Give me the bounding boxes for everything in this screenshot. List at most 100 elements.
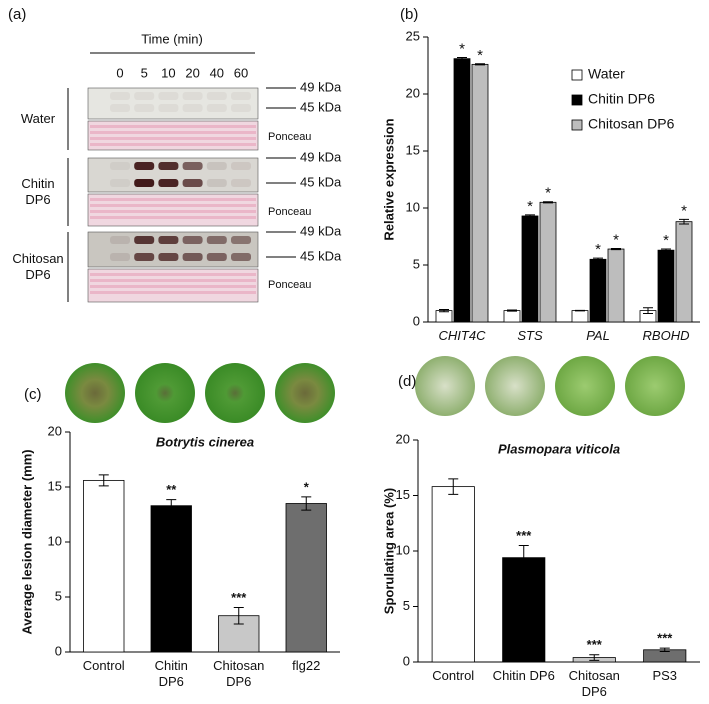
- time-label: 5: [141, 65, 148, 80]
- protein-band: [158, 92, 179, 100]
- ponceau-band: [90, 291, 256, 294]
- protein-band: [134, 92, 155, 100]
- protein-band: [134, 253, 155, 261]
- protein-band: [110, 104, 130, 112]
- legend-label: Chitosan DP6: [588, 116, 675, 132]
- error-bar: [543, 201, 553, 204]
- y-axis-label: Sporulating area (%): [381, 488, 396, 614]
- band-size-label: 49 kDa: [300, 223, 342, 238]
- protein-band: [206, 104, 227, 112]
- x-tick-label: RBOHD: [642, 328, 690, 343]
- y-tick-label: 10: [406, 199, 420, 214]
- y-tick-label: 0: [403, 653, 410, 668]
- bar: [675, 221, 693, 323]
- bar: [521, 215, 539, 323]
- time-label: 60: [234, 65, 248, 80]
- ponceau-band: [90, 143, 256, 146]
- protein-band: [231, 162, 251, 170]
- x-tick-label: STS: [517, 328, 543, 343]
- error-bar: [448, 478, 459, 495]
- leaf-image: [415, 356, 475, 416]
- significance: *: [595, 241, 601, 258]
- error-bar: [475, 63, 485, 66]
- panel-label: (a): [8, 6, 26, 23]
- ponceau-band: [90, 279, 256, 282]
- error-bar: [507, 309, 517, 312]
- x-tick-label: Chitin DP6: [154, 658, 188, 689]
- ponceau-band: [90, 210, 256, 213]
- protein-band: [158, 162, 179, 170]
- x-tick-label: CHIT4C: [438, 328, 486, 343]
- y-axis-label: Average lesion diameter (mm): [19, 449, 34, 634]
- protein-band: [134, 104, 155, 112]
- protein-band: [134, 162, 155, 170]
- significance: *: [613, 231, 619, 248]
- x-tick-label: PS3: [652, 668, 678, 683]
- leaf-image: [485, 356, 545, 416]
- y-tick-label: 5: [413, 256, 420, 271]
- significance: *: [681, 202, 687, 219]
- ponceau-band: [90, 137, 256, 140]
- x-tick-label: Chitosan DP6: [568, 668, 620, 699]
- ponceau-band: [90, 125, 256, 128]
- error-bar: [589, 654, 600, 661]
- protein-band: [206, 92, 227, 100]
- error-bar: [233, 606, 244, 625]
- bar: [285, 503, 327, 653]
- leaf-image: [555, 356, 615, 416]
- x-tick-label: Chitin DP6: [492, 668, 555, 683]
- significance: ***: [657, 631, 673, 646]
- error-bar: [525, 214, 535, 218]
- panel-label: (c): [24, 386, 42, 403]
- significance: ***: [587, 637, 603, 652]
- protein-band: [110, 236, 130, 244]
- error-bar: [593, 257, 603, 261]
- panel-label: (b): [400, 6, 418, 23]
- y-tick-label: 10: [396, 542, 410, 557]
- protein-band: [158, 253, 179, 261]
- y-tick-label: 5: [55, 588, 62, 603]
- protein-band: [134, 236, 155, 244]
- protein-band: [158, 236, 179, 244]
- bar: [150, 505, 192, 653]
- stain-label: Ponceau: [268, 131, 311, 143]
- x-tick-label: PAL: [586, 328, 610, 343]
- ponceau-band: [90, 285, 256, 288]
- time-label: 0: [116, 65, 123, 80]
- error-bar: [518, 544, 529, 571]
- significance: *: [459, 40, 465, 57]
- row-label: Water: [20, 111, 56, 126]
- y-tick-label: 5: [403, 598, 410, 613]
- protein-band: [182, 236, 203, 244]
- protein-band: [182, 179, 203, 187]
- protein-band: [206, 162, 227, 170]
- error-bar: [611, 247, 621, 251]
- protein-band: [182, 162, 203, 170]
- band-size-label: 49 kDa: [300, 149, 342, 164]
- bar: [453, 58, 471, 323]
- ponceau-band: [90, 273, 256, 276]
- significance: *: [304, 479, 310, 494]
- bar: [502, 557, 546, 663]
- blot-title: Time (min): [141, 31, 203, 46]
- chart-title: Botrytis cinerea: [156, 434, 254, 449]
- error-bar: [659, 647, 670, 652]
- leaf-image: [275, 363, 335, 423]
- blot-membrane: [87, 87, 259, 120]
- protein-band: [110, 92, 130, 100]
- y-tick-label: 25: [406, 28, 420, 43]
- bar: [435, 310, 453, 323]
- bar: [589, 258, 607, 323]
- significance: **: [166, 482, 177, 497]
- significance: *: [527, 198, 533, 215]
- error-bar: [457, 57, 467, 61]
- leaf-images-d: [415, 356, 685, 416]
- protein-band: [206, 179, 227, 187]
- error-bar: [301, 496, 312, 511]
- stain-label: Ponceau: [268, 279, 311, 291]
- significance: ***: [516, 528, 532, 543]
- protein-band: [158, 104, 179, 112]
- bar: [539, 201, 557, 323]
- row-label: Chitin DP6: [21, 176, 55, 207]
